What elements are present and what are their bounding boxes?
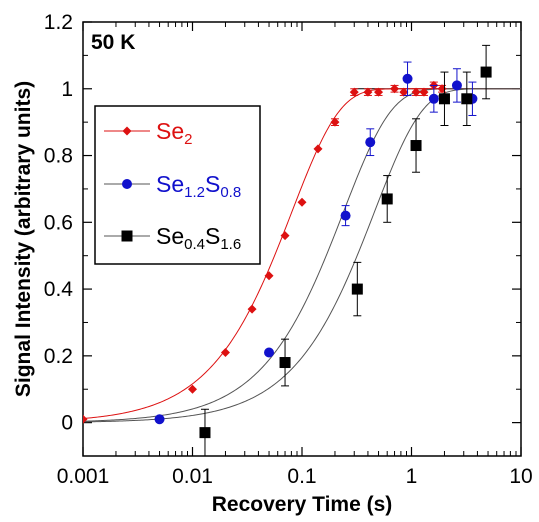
x-tick-label: 0.1 — [287, 465, 316, 488]
y-tick-label: 0.8 — [44, 145, 73, 168]
legend-marker-0 — [122, 126, 132, 136]
data-point-s1 — [428, 93, 439, 104]
data-point-s0 — [419, 87, 429, 97]
legend-label-part: S — [205, 223, 220, 249]
data-point-s0 — [264, 271, 274, 281]
data-point-s1 — [154, 414, 165, 425]
legend-label-part: 0.4 — [184, 236, 205, 253]
legend-marker-2 — [121, 230, 133, 242]
data-point-s0 — [374, 87, 384, 97]
data-point-s0 — [399, 87, 409, 97]
data-point-s0 — [313, 144, 323, 154]
legend-label-part: 1.2 — [184, 184, 205, 201]
legend-label-0: Se2 — [156, 118, 192, 148]
data-point-s2 — [461, 93, 473, 105]
plot-area — [83, 44, 521, 456]
data-point-s0 — [363, 87, 373, 97]
data-point-s0 — [83, 414, 88, 424]
temperature-annotation: 50 K — [91, 31, 135, 54]
data-point-s2 — [410, 140, 422, 152]
data-point-s0 — [220, 348, 230, 358]
legend-label-part: 1.6 — [220, 236, 241, 253]
legend-label-part: 2 — [184, 131, 192, 148]
x-tick-label: 1 — [406, 465, 418, 488]
y-tick-label: 1 — [61, 78, 73, 101]
y-tick-label: 0.2 — [44, 345, 73, 368]
y-tick-label: 0.6 — [44, 211, 73, 234]
x-tick-label: 0.001 — [57, 465, 110, 488]
legend-label-part: Se — [156, 118, 184, 144]
legend-label-part: S — [205, 171, 220, 197]
x-tick-label: 0.01 — [172, 465, 213, 488]
data-point-s0 — [280, 231, 290, 241]
data-point-s2 — [381, 193, 393, 205]
data-point-s2 — [199, 427, 211, 439]
y-tick-label: 1.2 — [44, 11, 73, 34]
data-point-s1 — [402, 73, 413, 84]
legend-label-part: 0.8 — [220, 184, 241, 201]
y-axis-title: Signal Intensity (arbitrary units) — [12, 81, 35, 397]
data-point-s1 — [365, 137, 376, 148]
y-tick-label: 0 — [61, 412, 73, 435]
legend-label-1: Se1.2S0.8 — [156, 171, 241, 201]
legend-label-2: Se0.4S1.6 — [156, 223, 241, 253]
data-point-s0 — [247, 304, 257, 314]
data-point-s0 — [188, 384, 197, 394]
x-axis-title: Recovery Time (s) — [212, 493, 393, 516]
data-point-s0 — [411, 87, 421, 97]
data-point-s0 — [330, 117, 340, 127]
data-point-s0 — [349, 87, 359, 97]
data-point-s1 — [340, 210, 351, 221]
data-point-s0 — [390, 84, 400, 94]
data-point-s2 — [351, 283, 363, 295]
data-point-s1 — [264, 347, 275, 358]
data-point-s1 — [451, 80, 462, 91]
x-tick-label: 10 — [509, 465, 532, 488]
legend-label-part: Se — [156, 223, 184, 249]
data-point-s2 — [438, 93, 450, 105]
legend-marker-1 — [122, 179, 132, 189]
data-point-s2 — [279, 357, 291, 369]
legend-label-part: Se — [156, 171, 184, 197]
y-tick-label: 0.4 — [44, 278, 74, 301]
data-point-s0 — [297, 197, 307, 207]
data-point-s2 — [480, 66, 492, 78]
